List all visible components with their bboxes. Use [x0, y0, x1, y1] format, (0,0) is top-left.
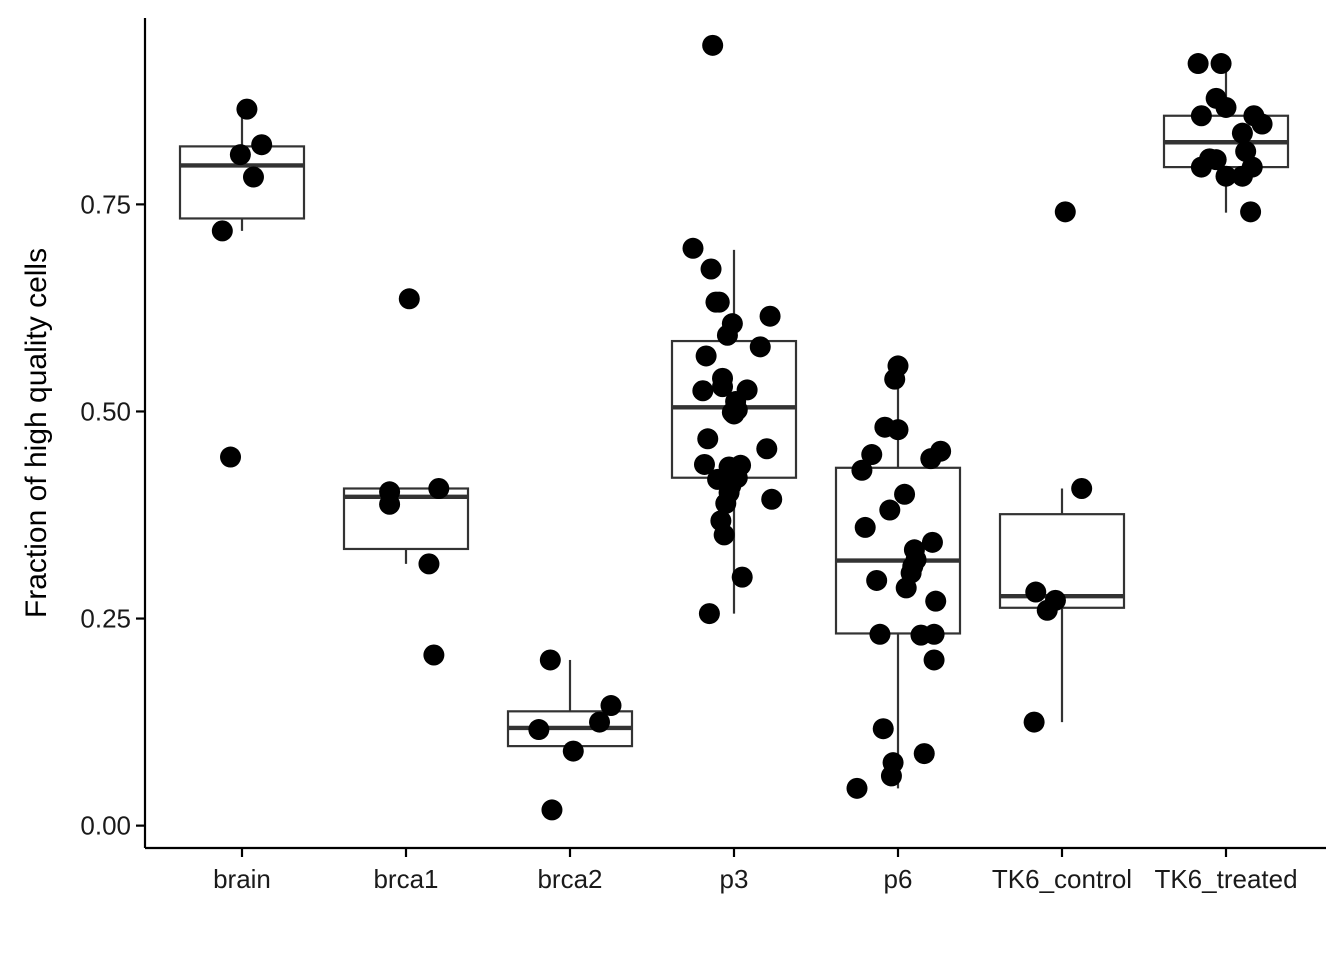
data-point: [731, 566, 753, 588]
x-tick-label: p3: [720, 864, 749, 894]
data-point: [887, 419, 909, 441]
data-point: [726, 399, 748, 421]
data-point: [1025, 581, 1047, 603]
data-point: [861, 444, 883, 466]
data-point: [693, 453, 715, 475]
data-point: [539, 649, 561, 671]
data-point: [879, 499, 901, 521]
data-point: [700, 258, 722, 280]
data-point: [882, 752, 904, 774]
x-tick-label: brca1: [373, 864, 438, 894]
x-tick-label: brain: [213, 864, 271, 894]
data-point: [418, 553, 440, 575]
data-point: [398, 288, 420, 310]
data-point: [1231, 122, 1253, 144]
axes: 0.00 0.25 0.50 0.75 brain brca1 brca2 p3 p6 TK6_…: [80, 18, 1326, 894]
data-point: [869, 623, 891, 645]
data-point: [846, 777, 868, 799]
x-tick-label: TK6_control: [992, 864, 1132, 894]
data-point: [600, 695, 622, 717]
x-tick-label: brca2: [537, 864, 602, 894]
data-point: [905, 549, 927, 571]
data-point: [759, 305, 781, 327]
data-point: [697, 428, 719, 450]
x-tick-label: p6: [884, 864, 913, 894]
data-point: [236, 98, 258, 120]
y-tick-label: 0.00: [80, 811, 131, 841]
data-point: [736, 379, 758, 401]
data-point: [708, 291, 730, 313]
data-point: [1215, 96, 1237, 118]
data-point: [1044, 589, 1066, 611]
data-point: [1215, 165, 1237, 187]
data-point: [423, 644, 445, 666]
data-point: [749, 336, 771, 358]
data-point: [913, 743, 935, 765]
data-point: [528, 719, 550, 741]
data-point: [541, 799, 563, 821]
data-point: [923, 623, 945, 645]
data-point: [712, 376, 734, 398]
y-ticks: 0.00 0.25 0.50 0.75: [80, 189, 145, 841]
data-point: [713, 524, 735, 546]
data-point: [756, 438, 778, 460]
data-point: [428, 477, 450, 499]
data-point: [211, 220, 233, 242]
data-point: [220, 446, 242, 468]
data-point: [589, 711, 611, 733]
box-brain: [178, 109, 306, 231]
data-point: [1210, 53, 1232, 75]
box-p3: [670, 249, 798, 614]
data-point: [721, 313, 743, 335]
y-tick-label: 0.50: [80, 396, 131, 426]
x-tick-label: TK6_treated: [1154, 864, 1297, 894]
box-brca1: [342, 487, 470, 564]
data-point: [894, 483, 916, 505]
data-point: [923, 649, 945, 671]
data-point: [229, 144, 251, 166]
y-axis-title: Fraction of high quality cells: [20, 248, 53, 618]
data-point: [1054, 201, 1076, 223]
data-point: [851, 459, 873, 481]
data-point: [251, 134, 273, 156]
data-point: [1071, 477, 1093, 499]
data-point: [921, 531, 943, 553]
data-point: [872, 718, 894, 740]
data-point: [866, 569, 888, 591]
data-point: [379, 493, 401, 515]
y-tick-label: 0.25: [80, 604, 131, 634]
data-point: [682, 237, 704, 259]
x-ticks: brain brca1 brca2 p3 p6 TK6_control TK6_treate…: [213, 848, 1298, 894]
data-point: [1190, 105, 1212, 127]
box-TK6_treated: [1162, 63, 1290, 213]
data-point: [695, 345, 717, 367]
data-point: [702, 34, 724, 56]
data-point: [1187, 53, 1209, 75]
data-point: [698, 603, 720, 625]
data-point: [1235, 140, 1257, 162]
box-layer: [178, 63, 1290, 789]
data-point: [1205, 149, 1227, 171]
data-point: [1240, 201, 1262, 223]
data-point: [562, 740, 584, 762]
box-brca2: [506, 659, 634, 748]
data-point: [1023, 711, 1045, 733]
data-point: [730, 454, 752, 476]
data-point: [930, 440, 952, 462]
data-point: [692, 380, 714, 402]
point-layer: [211, 34, 1273, 821]
y-tick-label: 0.75: [80, 189, 131, 219]
data-point: [887, 355, 909, 377]
data-point: [925, 590, 947, 612]
data-point: [1251, 113, 1273, 135]
data-point: [854, 516, 876, 538]
data-point: [242, 166, 264, 188]
data-point: [761, 488, 783, 510]
data-point: [1241, 156, 1263, 178]
